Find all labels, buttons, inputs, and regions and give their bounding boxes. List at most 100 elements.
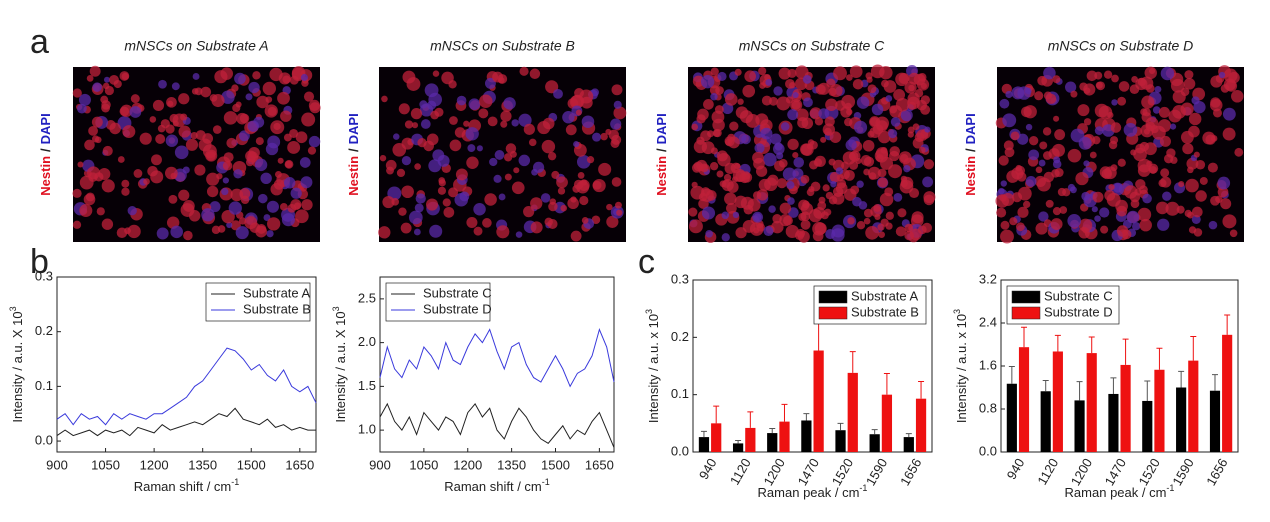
cell [1123,123,1138,137]
y-tick-label: 0.3 [35,268,53,283]
cell [1145,121,1156,132]
cell [1124,185,1138,199]
cell [178,189,190,201]
panel-label: a [30,23,49,61]
error-bar [1122,338,1129,365]
error-bar [1088,336,1095,354]
cell [448,80,457,89]
x-axis-label: Raman shift / cm-1 [134,477,240,494]
cell [494,150,505,160]
cell [734,163,741,170]
cell [1023,105,1037,119]
cell [877,177,888,188]
cell [206,172,220,186]
cell [776,178,787,189]
cell [1215,195,1223,204]
cell [1170,156,1178,164]
cell [77,103,87,114]
cell [425,198,439,211]
y-axis-label-main: Intensity / a.u. X 10 [333,311,348,422]
cell [200,86,212,98]
cell [820,136,827,143]
stain-blue: DAPI [654,113,669,144]
plot-frame [692,279,933,453]
legend-label: Substrate D [1044,304,1113,319]
cell [130,94,140,104]
cell [240,195,250,205]
cell [867,84,877,94]
cell [551,170,560,179]
cell [245,93,253,101]
cell [1091,206,1098,213]
cell [1094,215,1101,222]
stain-sep: / [963,148,978,152]
cell [794,230,805,241]
y-axis-label-sup: 3 [331,306,341,311]
cell [165,134,179,147]
cell [713,128,722,138]
cell [72,220,82,229]
cell [1117,96,1127,106]
y-tick-label: 0.8 [979,400,997,415]
cell [899,153,909,163]
cell [1001,193,1015,207]
cell [841,161,850,170]
x-tick-label: 900 [46,457,68,472]
cell [121,72,129,81]
cell [737,98,744,105]
cell [802,200,810,209]
cell [398,207,407,216]
cell [691,181,698,188]
cell [429,224,443,238]
cell [800,219,811,230]
cell [249,222,261,233]
cell [1028,149,1040,161]
cell [920,104,931,115]
cell [1193,151,1200,158]
cell [1106,192,1121,207]
y-axis-label-main: Intensity / a.u. x 10 [954,314,969,423]
cell [1144,142,1157,156]
spectrum-line [56,347,317,426]
cell [72,88,82,98]
cell [1000,229,1014,244]
cell [1152,106,1161,114]
y-tick-label: 0.2 [671,329,689,344]
cell [592,132,602,142]
cell [420,119,431,129]
cell [498,193,506,201]
cell [1009,217,1018,226]
cell [1162,191,1172,201]
x-tick-label: 1200 [453,457,482,472]
cell [701,141,715,155]
error-bar [918,380,925,399]
cell [398,103,410,115]
cell [729,121,739,131]
cell [758,66,767,76]
x-axis-label-sup: -1 [231,477,239,487]
cell [1188,112,1202,126]
bar [847,372,858,452]
cell [1104,166,1117,180]
cell [79,175,94,190]
cell [96,207,105,216]
cell [529,68,541,79]
cell [1051,169,1060,178]
cell [1045,199,1054,208]
cell [308,135,321,148]
cell [301,112,316,127]
cell [600,132,608,141]
cell [1151,125,1166,140]
cell [1130,199,1140,209]
cell [417,138,427,148]
cell [1045,93,1057,105]
cell [996,207,1007,218]
cell [478,108,489,119]
cell [415,193,426,204]
image-title: mNSCs on Substrate D [1048,38,1194,54]
cell [392,142,407,157]
cell [164,166,178,180]
y-tick-label: 0.0 [35,433,53,448]
cell [542,117,555,130]
